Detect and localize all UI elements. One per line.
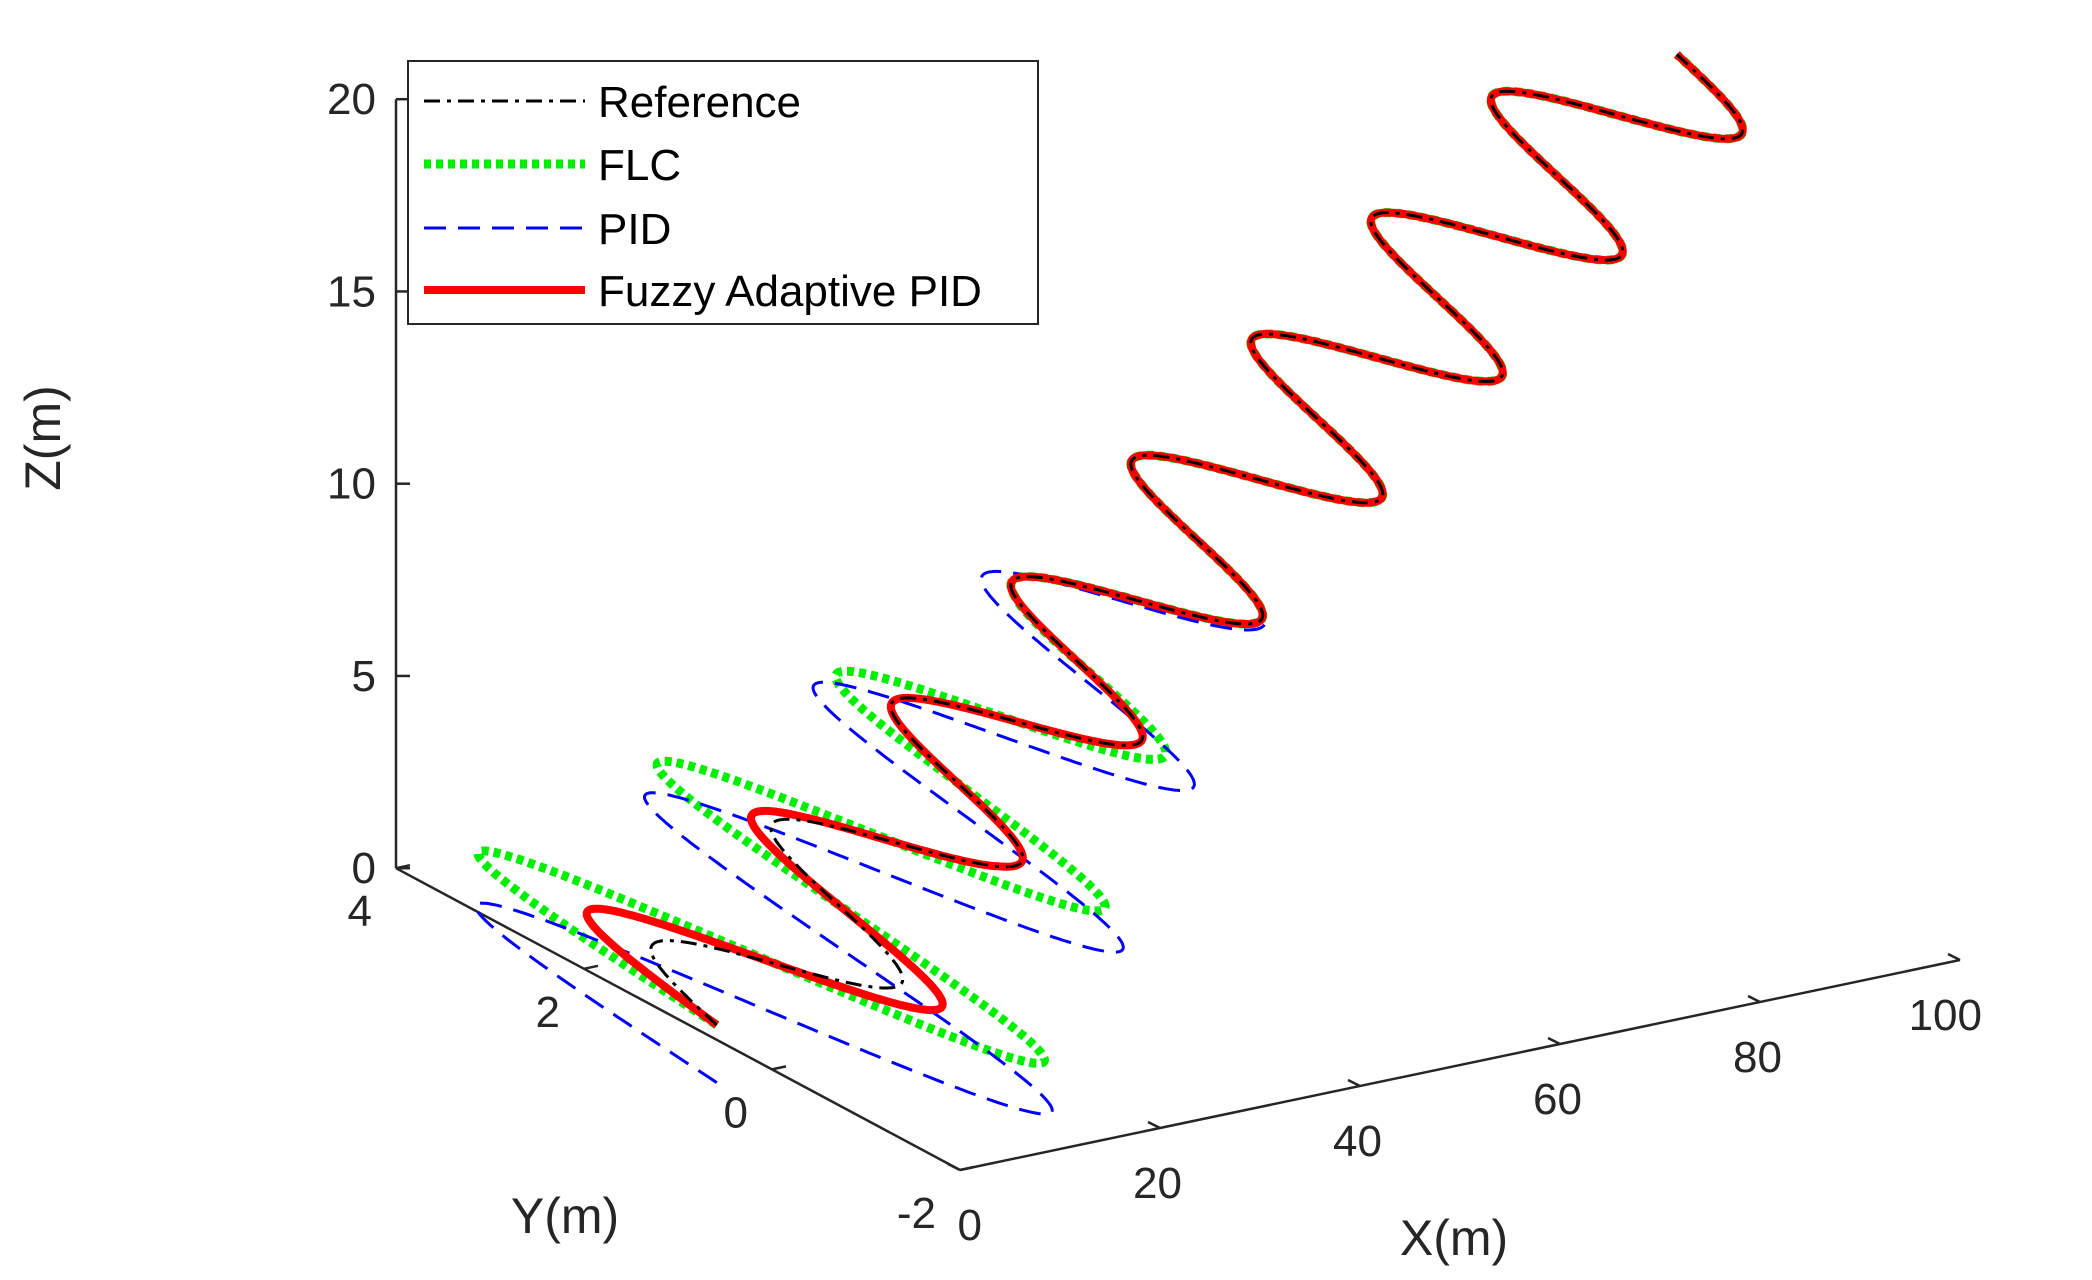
y-tick — [959, 1165, 975, 1172]
z-axis-label: Z(m) — [15, 385, 71, 491]
z-tick-label: 20 — [327, 75, 376, 124]
y-axis-label: Y(m) — [511, 1188, 619, 1244]
x-tick — [1747, 994, 1761, 1004]
x-tick — [1947, 952, 1961, 962]
x-tick-label: 80 — [1733, 1033, 1782, 1082]
y-tick — [583, 964, 599, 971]
y-tick-label: 2 — [536, 988, 560, 1037]
series-reference — [649, 53, 1745, 1027]
z-tick-label: 5 — [352, 652, 376, 701]
legend-label-reference: Reference — [598, 78, 801, 127]
legend-label-fuzzy-adaptive-pid: Fuzzy Adaptive PID — [598, 267, 982, 316]
legend-label-pid: PID — [598, 205, 671, 254]
x-tick-label: 0 — [958, 1201, 982, 1250]
series-group — [473, 51, 1748, 1116]
z-tick-label: 0 — [352, 844, 376, 893]
x-axis-label: X(m) — [1400, 1210, 1508, 1266]
x-tick — [1347, 1078, 1361, 1088]
x-tick-label: 40 — [1333, 1117, 1382, 1166]
x-axis-line — [959, 958, 1961, 1172]
x-tick-label: 60 — [1533, 1075, 1582, 1124]
legend-label-flc: FLC — [598, 141, 681, 190]
x-tick — [1547, 1036, 1561, 1046]
z-tick-label: 15 — [327, 267, 376, 316]
y-tick — [771, 1065, 787, 1071]
x-tick-label: 100 — [1909, 991, 1982, 1040]
legend: Reference FLC PID Fuzzy Adaptive PID — [407, 60, 1039, 325]
y-tick — [395, 863, 411, 870]
x-tick — [947, 1162, 961, 1172]
legend-box — [407, 60, 1039, 325]
y-tick-label: -2 — [897, 1189, 936, 1238]
y-tick-label: 0 — [724, 1088, 748, 1137]
y-tick-label: 4 — [348, 887, 372, 936]
y-axis-line — [395, 867, 961, 1172]
x-tick-label: 20 — [1133, 1159, 1182, 1208]
z-tick-label: 10 — [327, 460, 376, 509]
x-tick — [1147, 1120, 1161, 1130]
